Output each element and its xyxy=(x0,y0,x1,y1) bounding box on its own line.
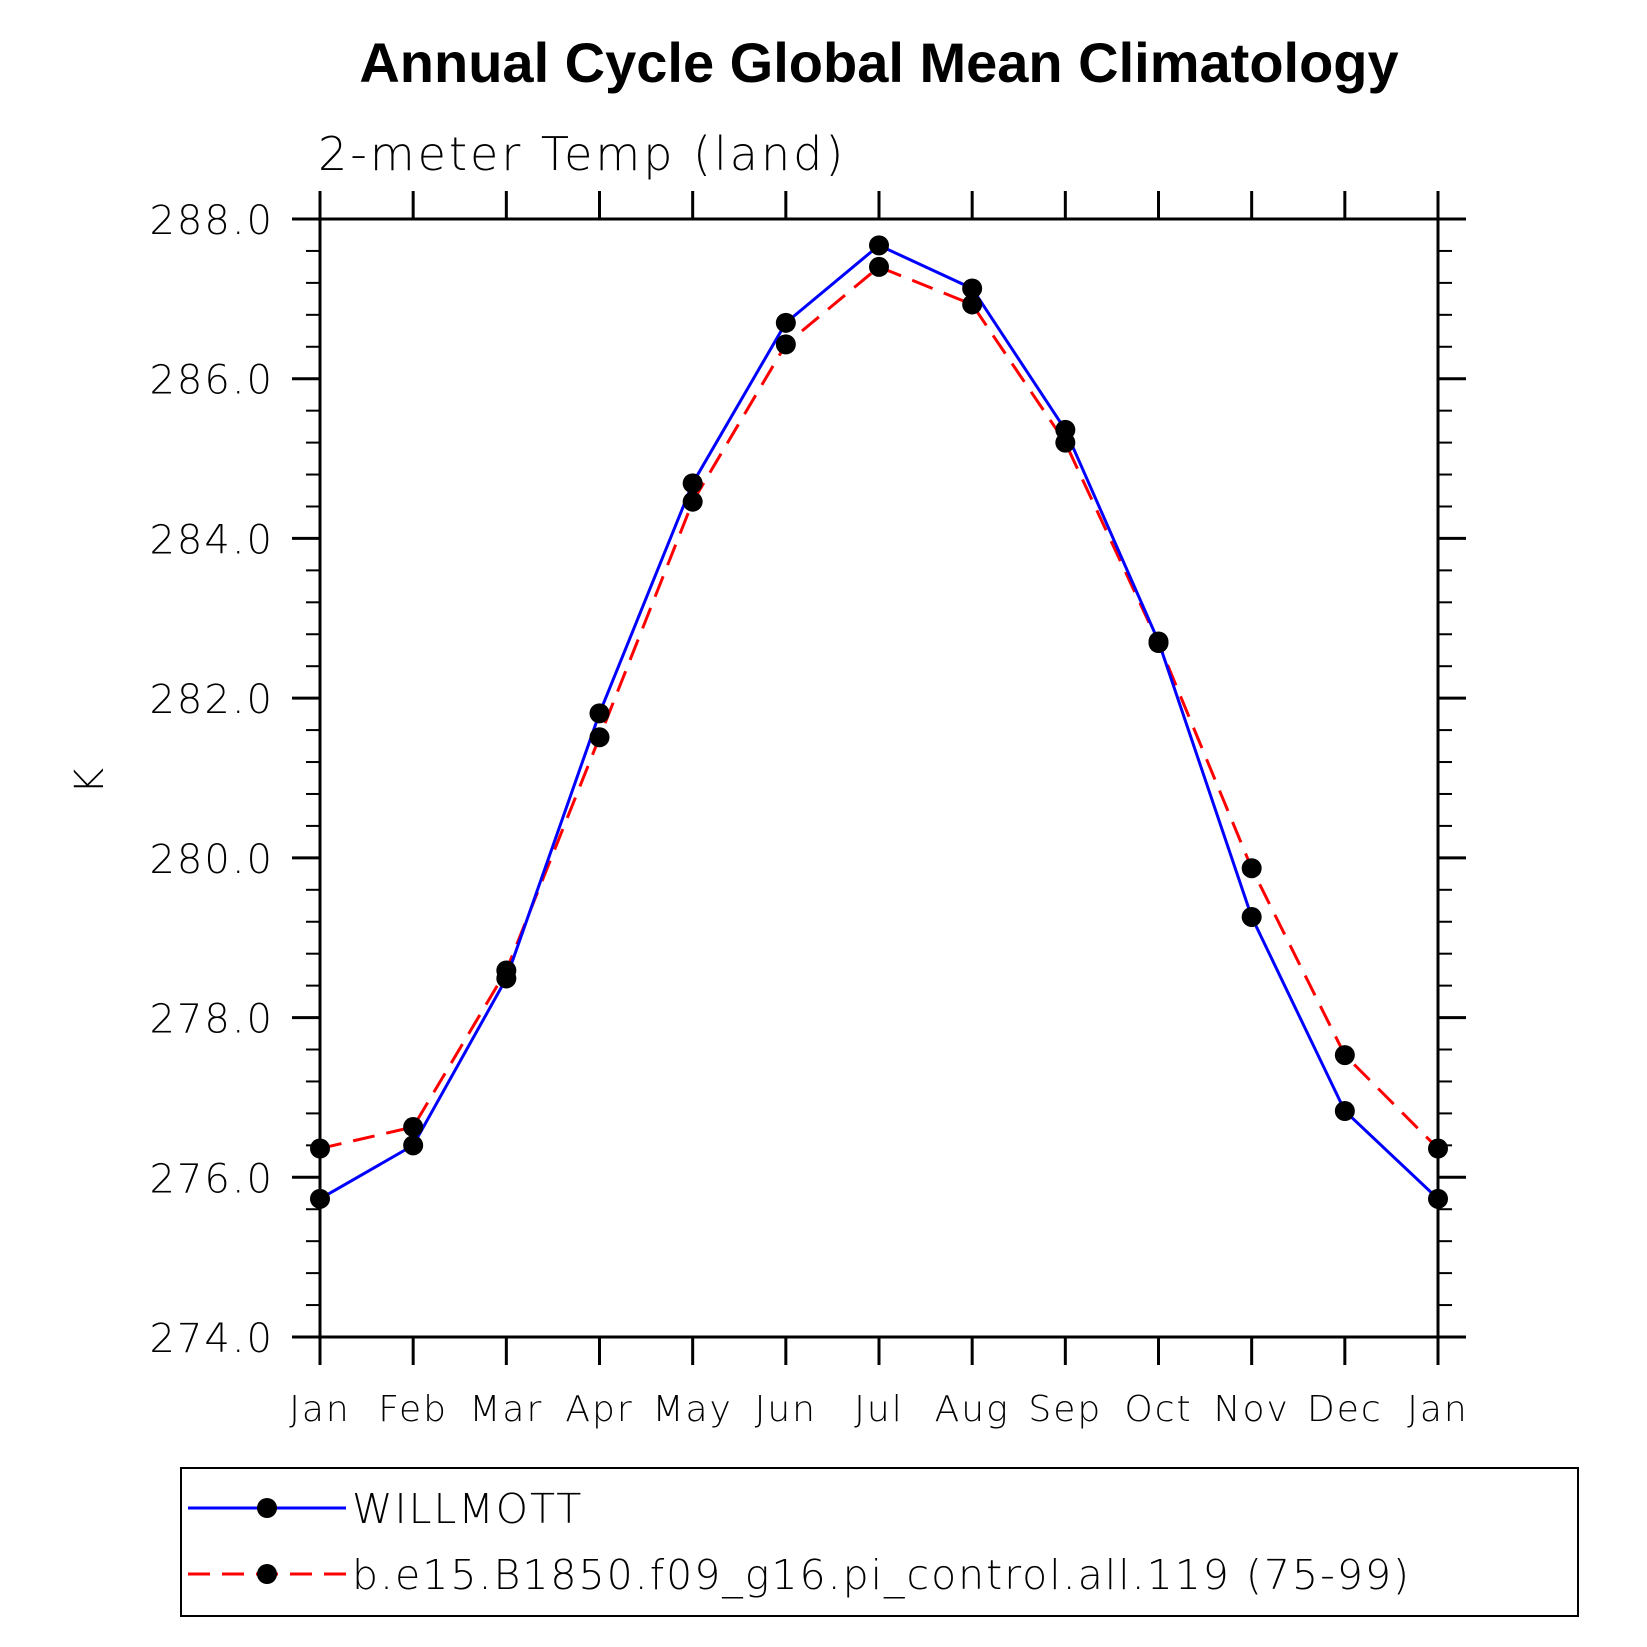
data-point-model xyxy=(775,334,796,355)
y-tick-label: 282.0 xyxy=(149,677,274,723)
data-point-willmott xyxy=(310,1188,330,1209)
data-point-willmott xyxy=(869,235,889,256)
data-point-willmott xyxy=(775,312,796,333)
x-tick-label: Feb xyxy=(378,1389,448,1430)
data-point-model xyxy=(1055,432,1076,453)
data-point-model xyxy=(1241,858,1262,879)
data-point-willmott xyxy=(1241,906,1262,927)
x-tick-label: Jun xyxy=(755,1389,817,1430)
y-tick-label: 286.0 xyxy=(149,358,274,404)
x-tick-label: Sep xyxy=(1028,1389,1102,1430)
x-tick-label: Apr xyxy=(565,1389,633,1430)
data-point-model xyxy=(496,960,517,981)
x-tick-label: Jul xyxy=(854,1389,903,1430)
data-point-willmott xyxy=(682,473,703,494)
chart-subtitle: 2-meter Temp (land) xyxy=(318,127,846,181)
axis-ticks xyxy=(292,191,1466,1365)
data-point-willmott xyxy=(1428,1188,1448,1209)
series-markers xyxy=(310,235,1448,1209)
y-tick-label: 274.0 xyxy=(149,1316,274,1362)
x-tick-label: Jan xyxy=(1407,1389,1469,1430)
data-point-model xyxy=(962,294,983,315)
legend: WILLMOTT b.e15.B1850.f09_g16.pi_control.… xyxy=(180,1467,1579,1617)
legend-label-model: b.e15.B1850.f09_g16.pi_control.all.119 (… xyxy=(352,1551,1411,1599)
x-tick-label: Jan xyxy=(289,1389,351,1430)
y-tick-label: 276.0 xyxy=(149,1156,274,1202)
x-tick-label: Oct xyxy=(1124,1389,1192,1430)
x-tick-label: May xyxy=(652,1389,732,1430)
legend-box xyxy=(180,1467,1579,1617)
data-point-model xyxy=(1148,633,1169,654)
series-lines xyxy=(319,243,1440,1201)
series-line-model xyxy=(319,265,1440,1150)
y-tick-label: 284.0 xyxy=(149,517,274,563)
plot-frame xyxy=(318,217,1440,1339)
x-tick-label: Nov xyxy=(1214,1389,1290,1430)
series-line-willmott xyxy=(319,243,1440,1201)
legend-label-willmott: WILLMOTT xyxy=(352,1485,583,1533)
data-point-model xyxy=(310,1138,330,1159)
data-point-model xyxy=(403,1116,424,1137)
data-point-model xyxy=(589,727,610,748)
x-tick-labels: Jan Feb Mar Apr May Jun Jul Aug Sep Oct Nov Dec Jan xyxy=(289,1389,1469,1430)
data-point-model xyxy=(1428,1138,1448,1159)
y-tick-label: 280.0 xyxy=(149,837,274,883)
chart-title: Annual Cycle Global Mean Climatology xyxy=(359,31,1398,94)
data-point-model xyxy=(869,256,889,277)
legend-marker-willmott xyxy=(257,1498,277,1518)
data-point-willmott xyxy=(1334,1101,1355,1122)
y-tick-label: 288.0 xyxy=(149,198,274,244)
y-tick-labels: 274.0 276.0 278.0 280.0 282.0 284.0 286.0 288.0 xyxy=(149,198,274,1362)
y-tick-label: 278.0 xyxy=(149,997,274,1043)
y-axis-label: K xyxy=(67,766,113,794)
data-point-model xyxy=(682,491,703,512)
legend-marker-model xyxy=(257,1564,277,1584)
data-point-model xyxy=(1334,1045,1355,1066)
x-tick-label: Aug xyxy=(935,1389,1010,1430)
x-tick-label: Mar xyxy=(469,1389,543,1430)
data-point-willmott xyxy=(403,1135,424,1156)
x-tick-label: Dec xyxy=(1307,1389,1383,1430)
data-point-willmott xyxy=(589,703,610,724)
data-point-willmott xyxy=(962,278,983,299)
